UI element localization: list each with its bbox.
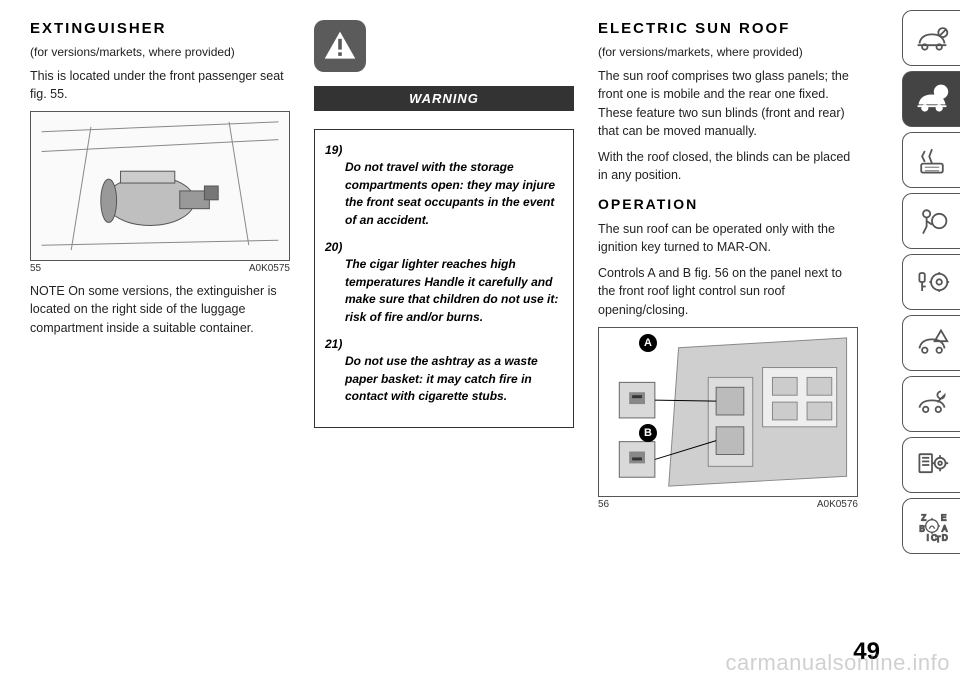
warning-text: Do not travel with the storage compartme… xyxy=(325,159,563,229)
sunroof-subtitle: (for versions/markets, where provided) xyxy=(598,45,858,59)
sunroof-controls-illustration xyxy=(599,328,857,496)
warning-num: 21) xyxy=(325,337,342,351)
label-a: A xyxy=(639,334,657,352)
warning-text: Do not use the ashtray as a waste paper … xyxy=(325,353,563,405)
figure-56: A B xyxy=(598,327,858,497)
tab-vehicle-icon[interactable] xyxy=(902,10,960,66)
extinguisher-title: EXTINGUISHER xyxy=(30,20,290,37)
warning-num: 20) xyxy=(325,240,342,254)
tab-key-steering-icon[interactable] xyxy=(902,254,960,310)
figure-56-number: 56 xyxy=(598,499,609,510)
figure-56-code: A0K0576 xyxy=(817,499,858,510)
warning-box: 19) Do not travel with the storage compa… xyxy=(314,129,574,428)
sunroof-p4: Controls A and B fig. 56 on the panel ne… xyxy=(598,264,858,318)
svg-text:E: E xyxy=(941,514,947,523)
warning-num: 19) xyxy=(325,143,342,157)
tab-specs-icon[interactable] xyxy=(902,437,960,493)
svg-text:I: I xyxy=(926,533,928,542)
tab-info-icon[interactable]: i xyxy=(902,71,960,127)
tab-index-icon[interactable]: Z E B A I C T D xyxy=(902,498,960,554)
warning-item: 20) The cigar lighter reaches high tempe… xyxy=(325,239,563,326)
svg-text:T: T xyxy=(935,535,940,544)
warning-icon xyxy=(314,20,366,72)
svg-text:D: D xyxy=(941,533,947,542)
tab-hazard-icon[interactable] xyxy=(902,315,960,371)
tab-maintenance-icon[interactable] xyxy=(902,376,960,432)
watermark: carmanualsonline.info xyxy=(725,650,950,676)
warning-item: 21) Do not use the ashtray as a waste pa… xyxy=(325,336,563,406)
extinguisher-subtitle: (for versions/markets, where provided) xyxy=(30,45,290,59)
figure-55-wrap: 55 A0K0575 xyxy=(30,111,290,274)
label-b: B xyxy=(639,424,657,442)
column-sunroof: ELECTRIC SUN ROOF (for versions/markets,… xyxy=(598,20,858,658)
column-warning: WARNING 19) Do not travel with the stora… xyxy=(314,20,574,658)
tab-airbag-icon[interactable] xyxy=(902,193,960,249)
sunroof-p2: With the roof closed, the blinds can be … xyxy=(598,148,858,184)
sunroof-p1: The sun roof comprises two glass panels;… xyxy=(598,67,858,140)
warning-bar: WARNING xyxy=(314,86,574,111)
figure-55-code: A0K0575 xyxy=(249,263,290,274)
warning-item: 19) Do not travel with the storage compa… xyxy=(325,142,563,229)
svg-text:A: A xyxy=(941,524,947,533)
operation-title: OPERATION xyxy=(598,196,858,212)
sunroof-p3: The sun roof can be operated only with t… xyxy=(598,220,858,256)
tab-lights-icon[interactable] xyxy=(902,132,960,188)
figure-55-number: 55 xyxy=(30,263,41,274)
extinguisher-illustration xyxy=(31,112,289,260)
warning-text: The cigar lighter reaches high temperatu… xyxy=(325,256,563,326)
svg-text:Z: Z xyxy=(921,514,926,523)
side-tabs: i Z E B A I C T D xyxy=(902,10,960,554)
figure-56-wrap: A B 56 A0K0576 xyxy=(598,327,858,510)
column-extinguisher: EXTINGUISHER (for versions/markets, wher… xyxy=(30,20,290,658)
sunroof-title: ELECTRIC SUN ROOF xyxy=(598,20,858,37)
figure-55 xyxy=(30,111,290,261)
extinguisher-note: NOTE On some versions, the extinguisher … xyxy=(30,282,290,336)
extinguisher-p1: This is located under the front passenge… xyxy=(30,67,290,103)
